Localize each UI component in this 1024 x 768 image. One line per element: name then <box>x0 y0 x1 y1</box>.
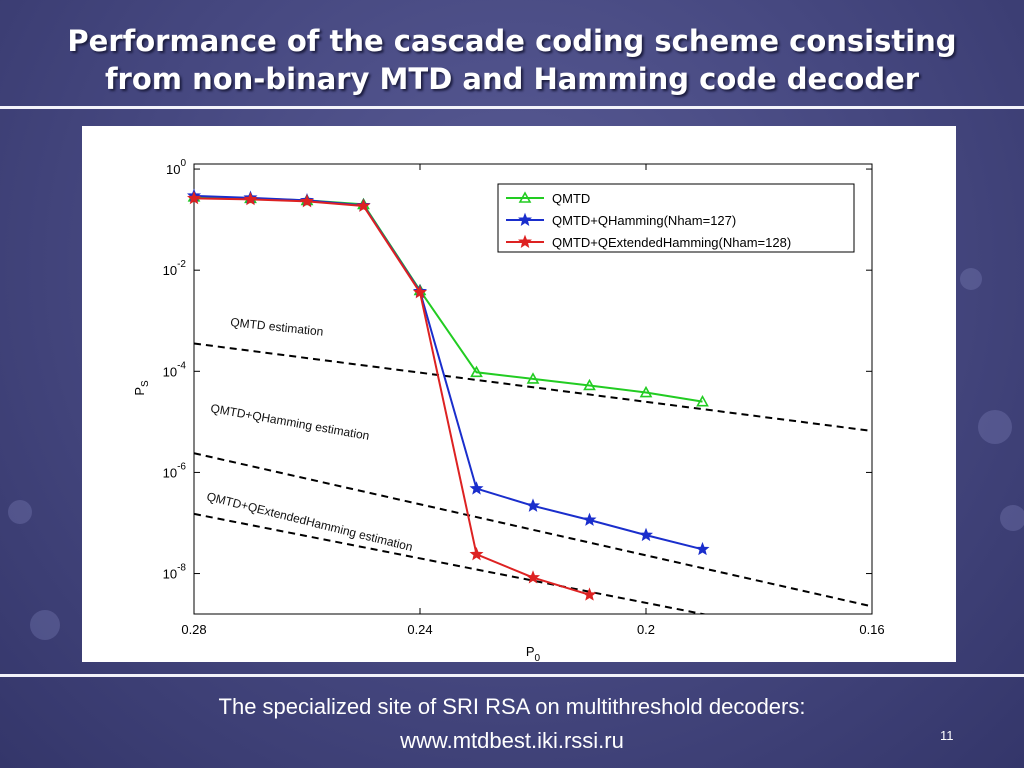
y-tick-label: 10-8 <box>163 563 187 582</box>
series-3 <box>187 191 597 601</box>
estimation-line-2 <box>194 452 872 608</box>
legend-marker <box>518 212 532 227</box>
legend-marker <box>518 234 532 249</box>
chart-panel: QMTD estimation QMTD+QHamming estimation Q… <box>82 126 956 662</box>
data-point <box>413 285 427 299</box>
slide-title: Performance of the cascade coding scheme… <box>0 22 1024 98</box>
x-tick-label: 0.16 <box>859 622 884 637</box>
data-point <box>696 394 709 407</box>
data-point <box>470 365 483 378</box>
data-point <box>469 546 484 561</box>
data-point <box>300 194 314 208</box>
data-point <box>187 191 201 205</box>
legend-marker <box>518 191 532 203</box>
background-dot <box>960 268 982 290</box>
data-point <box>526 498 540 512</box>
background-dot <box>8 500 32 524</box>
y-tick-label: 100 <box>166 158 186 177</box>
legend-label: QMTD+QExtendedHamming(Nham=128) <box>552 235 791 250</box>
data-point <box>469 481 484 495</box>
data-point <box>526 372 540 384</box>
footer-link[interactable]: www.mtdbest.iki.rssi.ru <box>400 728 624 753</box>
slide-number: 11 <box>940 728 954 743</box>
x-tick-label: 0.24 <box>407 622 432 637</box>
footer-line-1: The specialized site of SRI RSA on multi… <box>218 694 806 719</box>
data-point <box>583 378 596 391</box>
x-tick-label: 0.28 <box>181 622 206 637</box>
background-dot <box>1000 505 1024 531</box>
series-line-3 <box>193 197 590 596</box>
estimation-lines <box>194 342 872 614</box>
footer-divider <box>0 674 1024 677</box>
y-tick-label: 10-2 <box>163 259 187 278</box>
legend-label: QMTD <box>552 191 590 206</box>
data-point <box>639 527 653 542</box>
data-point <box>695 541 710 556</box>
background-dot <box>978 410 1012 444</box>
footer: The specialized site of SRI RSA on multi… <box>0 690 1024 758</box>
data-point <box>243 192 258 206</box>
x-axis-label: P0 <box>526 644 541 662</box>
data-point <box>526 570 540 584</box>
data-point <box>582 512 597 526</box>
estimation-label-1: QMTD estimation <box>230 315 324 339</box>
estimation-label-3: QMTD+QExtendedHamming estimation <box>205 489 414 554</box>
y-axis-label: PS <box>132 380 151 396</box>
slide-title-line-1: Performance of the cascade coding scheme… <box>67 24 957 58</box>
data-point <box>356 198 371 212</box>
series-line-2 <box>193 194 703 551</box>
slide-title-line-2: from non-binary MTD and Hamming code dec… <box>104 62 920 96</box>
title-divider <box>0 106 1024 109</box>
legend-label: QMTD+QHamming(Nham=127) <box>552 213 736 228</box>
x-tick-label: 0.2 <box>637 622 655 637</box>
estimation-label-2: QMTD+QHamming estimation <box>209 401 370 443</box>
estimation-line-1 <box>194 342 872 432</box>
chart-svg: QMTD estimation QMTD+QHamming estimation Q… <box>132 158 885 662</box>
plot-frame <box>193 163 873 615</box>
legend-box <box>497 183 855 253</box>
data-point <box>639 385 653 398</box>
chart-legend: QMTD QMTD+QHamming(Nham=127) QMTD+QExtende… <box>497 183 855 253</box>
background-dot <box>30 610 60 640</box>
estimation-line-3 <box>194 512 708 614</box>
y-tick-label: 10-6 <box>163 461 187 480</box>
data-point <box>582 587 597 601</box>
y-tick-label: 10-4 <box>163 360 187 379</box>
